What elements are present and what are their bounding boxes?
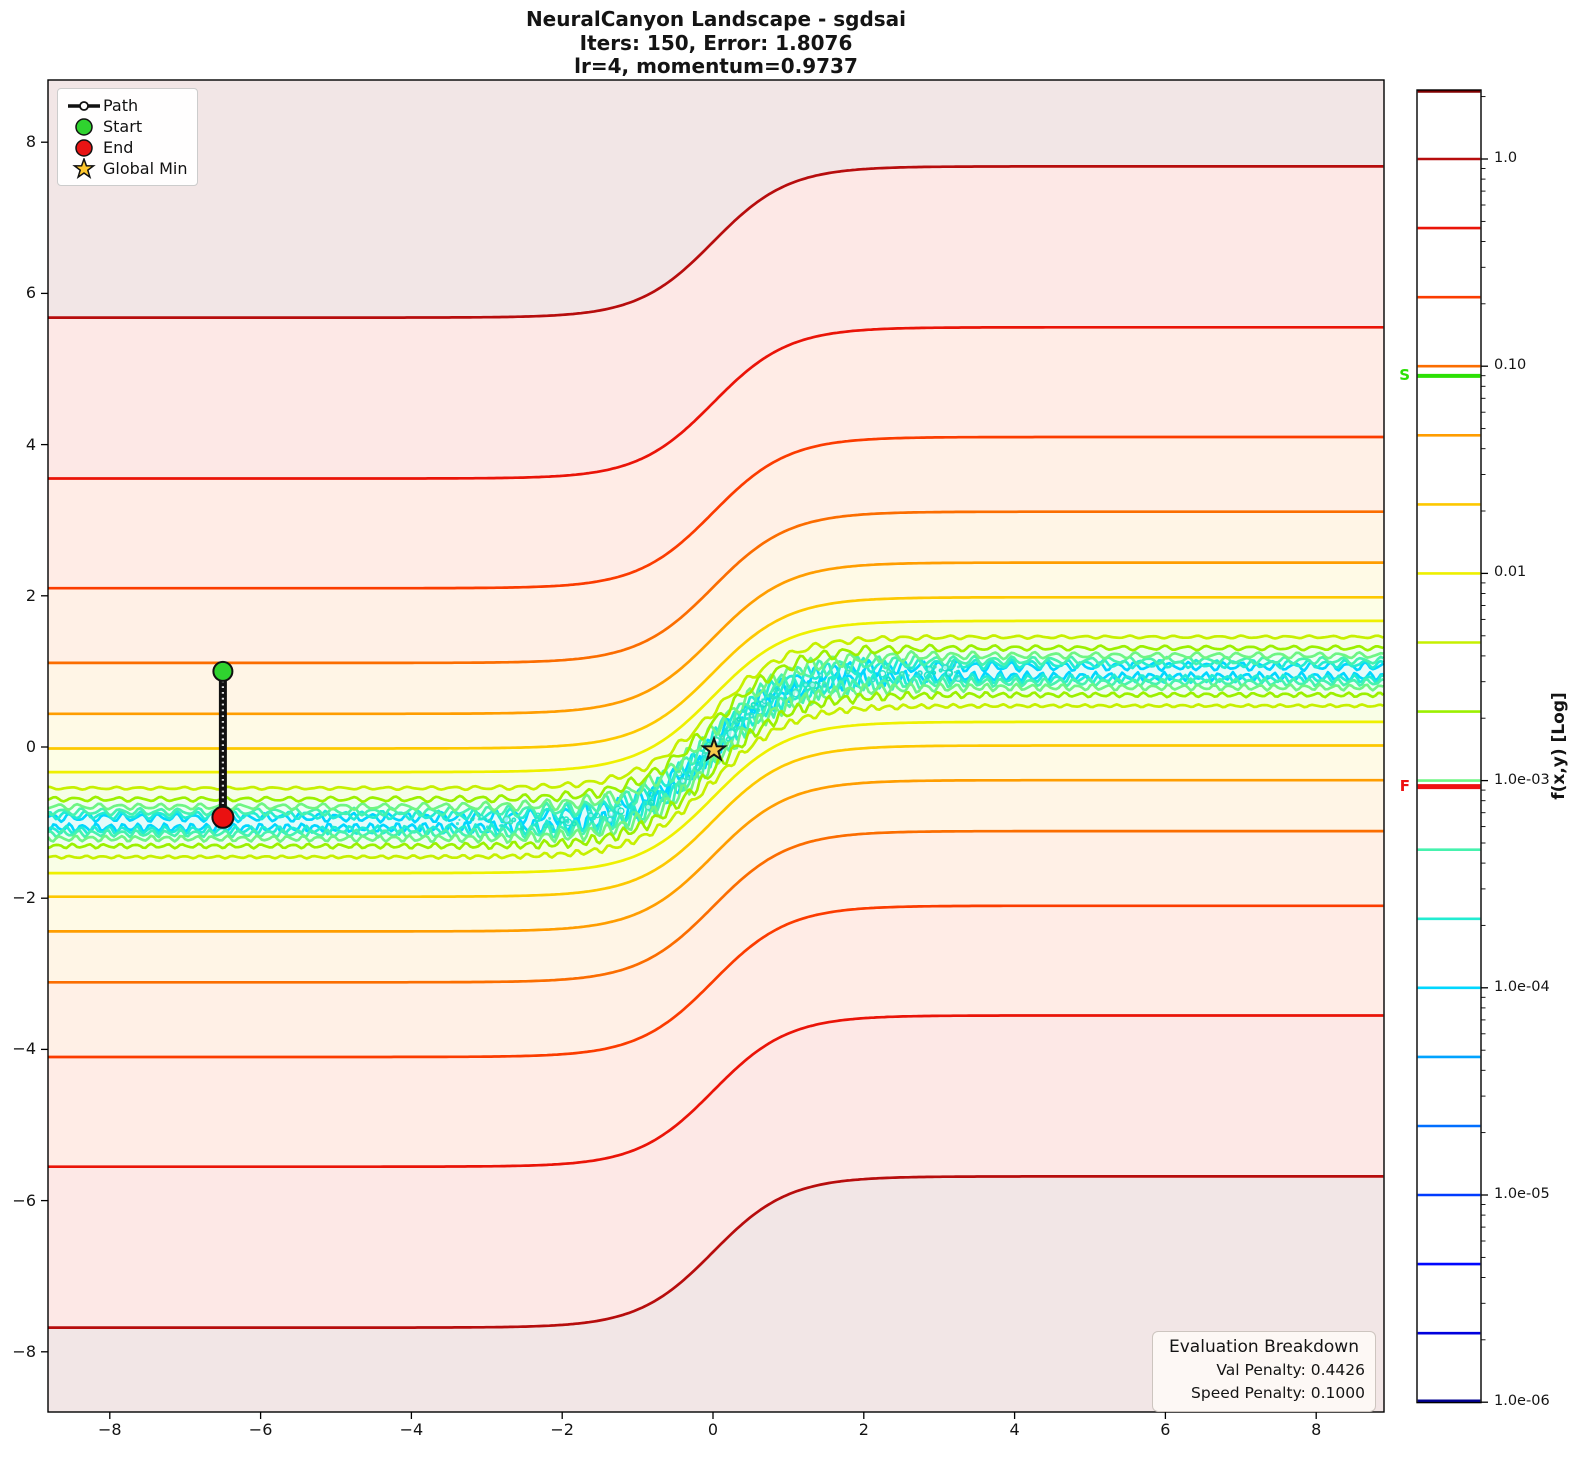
path-line-icon bbox=[65, 99, 103, 113]
x-tick-label: −2 bbox=[550, 1420, 574, 1439]
x-tick-label: 6 bbox=[1160, 1420, 1171, 1439]
start-dot-icon bbox=[65, 117, 103, 137]
legend-label-path: Path bbox=[103, 96, 139, 115]
y-tick-label: −2 bbox=[12, 888, 36, 908]
colorbar-tick-label: 1.0e-04 bbox=[1494, 978, 1550, 995]
colorbar-tick-label: 1.0e-03 bbox=[1494, 771, 1550, 788]
eval-box-title: Evaluation Breakdown bbox=[1169, 1337, 1359, 1357]
colorbar-axis-label: f(x,y) [Log] bbox=[1549, 692, 1569, 800]
global-min-star bbox=[700, 735, 728, 762]
x-tick-label: −6 bbox=[248, 1420, 273, 1439]
x-tick-label: 8 bbox=[1311, 1420, 1322, 1439]
legend-item-start: Start bbox=[65, 116, 197, 137]
eval-val-penalty: Val Penalty: 0.4426 bbox=[1216, 1361, 1365, 1379]
colorbar-tick-label: 1.0 bbox=[1494, 150, 1518, 166]
end-dot-icon bbox=[65, 138, 103, 158]
eval-speed-penalty: Speed Penalty: 0.1000 bbox=[1191, 1384, 1365, 1402]
y-tick-label: −6 bbox=[12, 1190, 36, 1210]
y-tick-label: 2 bbox=[25, 585, 36, 605]
plot-title: NeuralCanyon Landscape - sgdsai Iters: 1… bbox=[0, 7, 1432, 79]
legend-item-global-min: Global Min bbox=[65, 157, 197, 180]
colorbar-tick-label: 0.01 bbox=[1494, 564, 1527, 581]
colorbar-start-marker-label: S bbox=[1399, 365, 1410, 384]
y-tick-label: 8 bbox=[25, 132, 36, 152]
legend-item-end: End bbox=[65, 137, 197, 158]
x-tick-label: 4 bbox=[1009, 1420, 1020, 1439]
y-tick-label: −4 bbox=[12, 1039, 36, 1059]
global-min-star-icon bbox=[65, 157, 103, 180]
title-line-3: lr=4, momentum=0.9737 bbox=[574, 54, 858, 78]
end-marker bbox=[211, 805, 235, 829]
legend-item-path: Path bbox=[65, 95, 197, 116]
start-marker bbox=[212, 660, 234, 682]
x-tick-label: −8 bbox=[98, 1420, 122, 1439]
x-tick-label: 0 bbox=[707, 1420, 719, 1439]
y-tick-label: −8 bbox=[12, 1341, 36, 1361]
legend-label-global-min: Global Min bbox=[103, 159, 188, 178]
colorbar-tick-label: 1.0e-05 bbox=[1494, 1186, 1550, 1202]
evaluation-breakdown-box: Evaluation Breakdown Val Penalty: 0.4426… bbox=[1152, 1331, 1376, 1412]
title-line-2: Iters: 150, Error: 1.8076 bbox=[579, 30, 853, 55]
y-tick-label: 6 bbox=[25, 283, 36, 303]
x-tick-label: −4 bbox=[399, 1420, 424, 1439]
legend: Path Start End Global Min bbox=[57, 88, 198, 186]
y-tick-label: 0 bbox=[25, 737, 36, 756]
colorbar-tick-label: 1.0e-06 bbox=[1494, 1393, 1550, 1410]
y-tick-label: 4 bbox=[25, 434, 36, 454]
x-tick-label: 2 bbox=[858, 1420, 869, 1439]
title-line-1: NeuralCanyon Landscape - sgdsai bbox=[525, 7, 907, 31]
colorbar-final-marker-label: F bbox=[1399, 776, 1410, 795]
legend-label-end: End bbox=[103, 138, 134, 157]
colorbar-tick-label: 0.10 bbox=[1494, 357, 1527, 374]
legend-label-start: Start bbox=[103, 117, 143, 136]
